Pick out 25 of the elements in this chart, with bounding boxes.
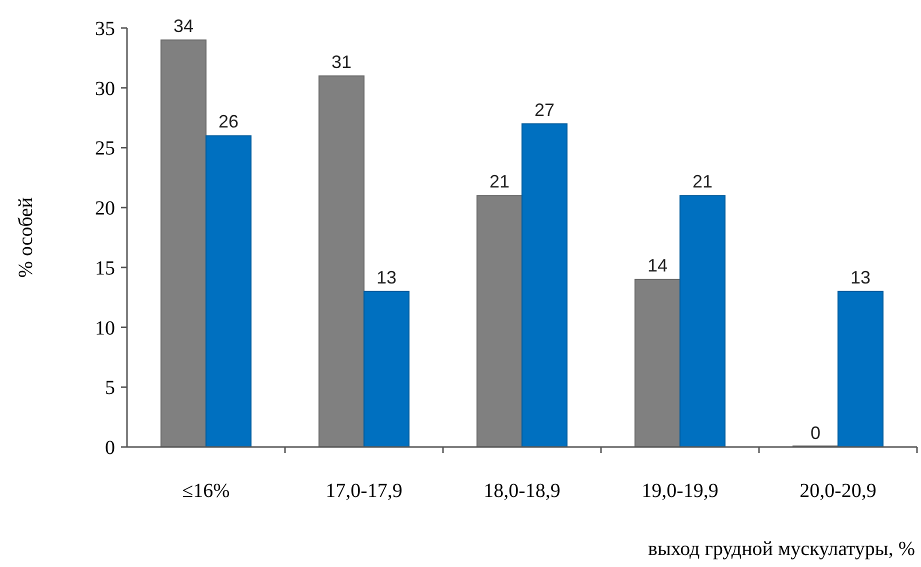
y-tick-label: 20	[95, 198, 115, 220]
x-tick-label: 18,0-18,9	[484, 480, 560, 502]
data-label: 27	[534, 100, 555, 120]
x-tick-label: 20,0-20,9	[800, 480, 876, 502]
y-tick-label: 10	[95, 317, 115, 340]
data-label: 21	[692, 172, 713, 192]
data-label: 13	[376, 267, 397, 288]
y-tick-label: 15	[95, 257, 115, 280]
x-tick-label: 19,0-19,9	[642, 480, 718, 502]
y-tick-label: 30	[95, 78, 115, 100]
data-label: 21	[489, 172, 510, 192]
data-label: 34	[173, 16, 194, 36]
y-tick-label: 35	[95, 18, 115, 40]
x-tick-label: 17,0-17,9	[326, 480, 402, 502]
x-tick-label: ≤16%	[182, 480, 230, 502]
y-tick-label: 0	[105, 437, 115, 459]
x-axis-title: выход грудной мускулатуры, %	[648, 538, 915, 560]
data-label: 13	[850, 267, 871, 288]
data-label: 26	[218, 112, 239, 132]
data-label: 31	[331, 52, 352, 72]
y-axis-title: % особей	[15, 196, 37, 278]
y-tick-label: 5	[105, 377, 115, 400]
data-label: 0	[810, 423, 821, 443]
data-label: 14	[647, 255, 668, 276]
y-tick-label: 25	[95, 138, 115, 160]
